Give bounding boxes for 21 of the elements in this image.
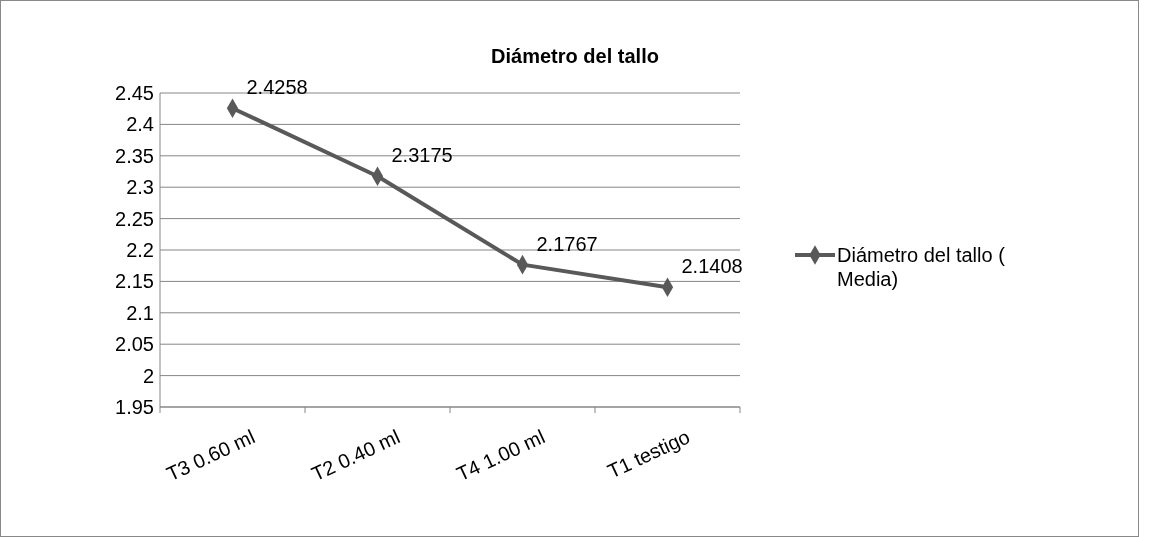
y-tick-label: 2.05 <box>115 333 154 356</box>
y-tick-label: 2.35 <box>115 144 154 167</box>
y-tick-label: 2.15 <box>115 270 154 293</box>
y-tick-label: 2.45 <box>115 82 154 104</box>
y-tick-label: 1.95 <box>115 396 154 418</box>
x-tick-label: T4 1.00 ml <box>453 425 549 486</box>
data-label: 2.1408 <box>681 255 743 278</box>
y-tick-label: 2.25 <box>115 207 154 230</box>
x-tick-label: T3 0.60 ml <box>163 425 259 486</box>
data-label: 2.1767 <box>536 232 598 255</box>
y-tick-label: 2.1 <box>126 301 154 324</box>
y-tick-label: 2.3 <box>126 176 154 199</box>
x-tick-label: T1 testigo <box>604 425 694 483</box>
x-tick-label: T2 0.40 ml <box>308 425 404 486</box>
y-tick-label: 2.2 <box>126 239 154 261</box>
data-label: 2.4258 <box>246 76 308 99</box>
y-tick-label: 2 <box>142 364 154 387</box>
data-label: 2.3175 <box>391 144 453 167</box>
chart-title: Diámetro del tallo <box>491 45 659 67</box>
y-tick-label: 2.4 <box>126 113 154 136</box>
legend-label: Diámetro del tallo ( Media) <box>837 244 1006 290</box>
